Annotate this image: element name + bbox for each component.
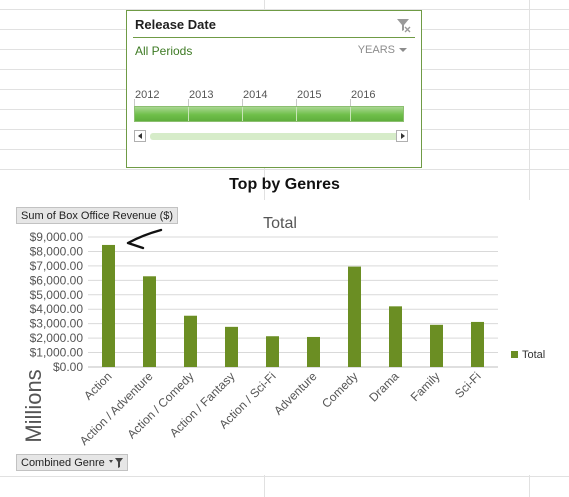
scrollbar-track[interactable]: [150, 133, 400, 140]
slicer-title: Release Date: [135, 17, 216, 32]
year-label: 2016: [351, 89, 376, 101]
timeline-scrollbar[interactable]: [134, 130, 414, 144]
year-ticks: [134, 99, 404, 107]
timeline-selection-bar[interactable]: [134, 106, 404, 122]
period-label: All Periods: [135, 44, 193, 58]
chevron-down-icon: [399, 48, 407, 53]
release-date-timeline-slicer[interactable]: Release Date All Periods YEARS 2012 2013…: [126, 10, 422, 168]
time-level-dropdown[interactable]: YEARS: [358, 44, 407, 56]
clear-filter-icon[interactable]: [395, 17, 411, 33]
year-label: 2015: [297, 89, 322, 101]
year-label: 2014: [243, 89, 268, 101]
slicer-divider: [133, 37, 415, 38]
year-label: 2012: [135, 89, 160, 101]
axis-field-button[interactable]: Combined Genre: [16, 454, 128, 471]
year-labels: 2012 2013 2014 2015 2016: [135, 89, 405, 103]
scroll-left-button[interactable]: [134, 130, 146, 142]
values-field-button[interactable]: Sum of Box Office Revenue ($): [16, 207, 179, 224]
filter-dropdown-icon[interactable]: [108, 457, 124, 469]
time-level-label: YEARS: [357, 44, 395, 56]
chart-heading: Top by Genres: [229, 176, 340, 193]
scroll-right-button[interactable]: [396, 130, 408, 142]
pivot-chart-area[interactable]: [8, 200, 569, 475]
year-label: 2013: [189, 89, 214, 101]
axis-field-label: Combined Genre: [21, 457, 105, 469]
